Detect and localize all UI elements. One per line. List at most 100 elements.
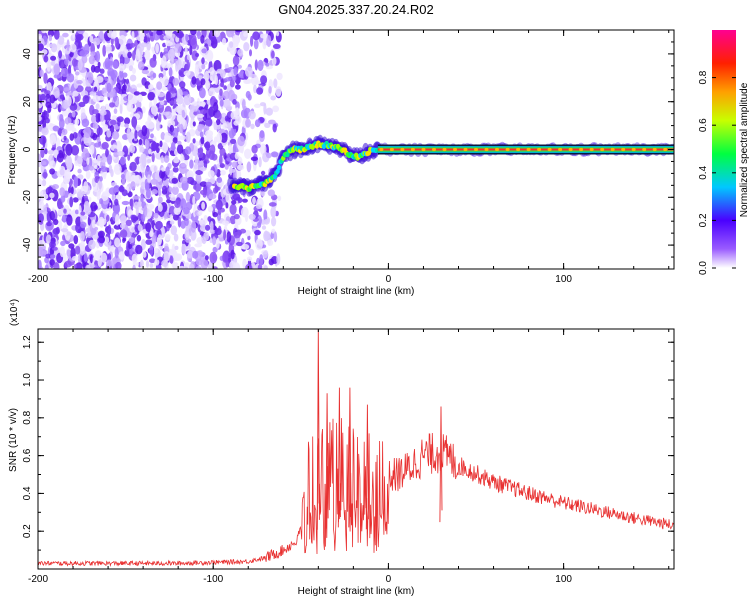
noise-blob	[79, 50, 88, 57]
noise-blob	[113, 108, 118, 114]
noise-blob	[88, 157, 93, 168]
noise-blob	[229, 41, 234, 48]
noise-blob	[114, 247, 119, 259]
noise-blob	[146, 158, 152, 164]
figure-title: GN04.2025.337.20.24.R02	[278, 2, 433, 17]
noise-blob	[130, 198, 134, 209]
noise-blob	[162, 42, 167, 48]
noise-blob	[184, 262, 191, 269]
noise-blob	[104, 236, 110, 244]
noise-blob	[226, 231, 232, 243]
noise-blob	[129, 74, 137, 82]
noise-blob	[189, 34, 197, 46]
noise-blob	[131, 30, 135, 40]
noise-blob	[260, 75, 268, 85]
noise-blob	[106, 214, 110, 223]
noise-blob	[250, 156, 258, 162]
noise-blob	[212, 246, 218, 253]
noise-blob	[82, 95, 90, 104]
noise-blob	[97, 230, 105, 238]
noise-blob	[72, 90, 79, 97]
noise-blob	[174, 200, 181, 208]
noise-blob	[145, 139, 150, 150]
noise-blob	[69, 133, 75, 141]
noise-blob	[137, 61, 145, 71]
noise-blob	[53, 63, 60, 76]
noise-blob	[224, 115, 229, 122]
noise-blob	[250, 35, 254, 47]
noise-blob	[172, 214, 180, 221]
noise-blob	[260, 170, 266, 176]
noise-blob	[226, 105, 233, 110]
snr-spike	[348, 387, 352, 528]
snr-ylabel: SNR (10 * v/v)	[8, 408, 19, 472]
noise-blob	[71, 58, 78, 67]
noise-blob	[80, 211, 86, 216]
noise-blob	[179, 162, 187, 175]
noise-blob	[64, 117, 72, 125]
noise-blob	[125, 219, 132, 226]
noise-blob	[119, 54, 125, 66]
carrier-highlight	[410, 147, 415, 152]
noise-blob	[214, 228, 222, 236]
noise-blob	[114, 36, 119, 49]
noise-blob	[61, 214, 67, 223]
carrier-highlight	[389, 147, 394, 152]
noise-blob	[106, 130, 112, 138]
noise-blob	[100, 156, 108, 163]
noise-blob	[197, 158, 205, 168]
noise-blob	[75, 34, 84, 41]
noise-blob	[172, 108, 175, 113]
noise-blob	[146, 203, 155, 210]
snr-multiplier: (x10⁴)	[9, 299, 20, 326]
noise-blob	[122, 145, 129, 158]
noise-blob	[195, 80, 202, 86]
noise-blob	[143, 205, 148, 217]
noise-blob	[100, 252, 108, 263]
noise-blob	[105, 148, 109, 158]
noise-blob	[224, 163, 229, 170]
carrier-highlight	[537, 147, 542, 152]
y-tick-label: 0.2	[22, 524, 33, 538]
noise-blob	[159, 140, 163, 148]
noise-blob	[111, 194, 115, 201]
x-tick-label: 0	[386, 274, 392, 285]
noise-blob	[211, 83, 219, 88]
noise-blob	[60, 228, 69, 233]
noise-blob	[62, 234, 66, 241]
noise-blob	[219, 88, 223, 97]
noise-blob	[97, 257, 102, 268]
noise-blob	[161, 259, 169, 267]
carrier-highlight	[442, 147, 447, 152]
noise-blob	[58, 118, 65, 129]
noise-blob	[181, 109, 186, 118]
noise-blob	[40, 93, 46, 101]
noise-blob	[199, 166, 207, 172]
x-tick-label: 100	[555, 274, 572, 285]
noise-blob	[84, 205, 92, 215]
noise-blob	[252, 196, 256, 205]
noise-blob	[136, 234, 142, 242]
noise-blob	[195, 53, 200, 57]
noise-blob	[74, 118, 80, 126]
noise-blob	[247, 94, 252, 101]
noise-blob	[230, 249, 235, 260]
noise-blob	[219, 147, 226, 156]
noise-blob	[90, 64, 96, 73]
noise-blob	[38, 213, 44, 223]
noise-blob	[207, 216, 212, 222]
noise-blob	[60, 67, 69, 78]
noise-blob	[102, 44, 107, 57]
noise-blob	[128, 243, 133, 250]
noise-blob	[102, 124, 109, 130]
y-tick-label: 0.6	[22, 448, 33, 462]
noise-blob	[123, 45, 127, 53]
noise-blob	[79, 240, 86, 252]
noise-blob	[263, 265, 268, 269]
noise-blob	[158, 234, 162, 240]
noise-blob	[64, 58, 69, 66]
noise-blob	[268, 119, 276, 125]
noise-blob	[217, 209, 222, 216]
noise-blob	[236, 164, 245, 171]
noise-blob	[107, 224, 112, 236]
